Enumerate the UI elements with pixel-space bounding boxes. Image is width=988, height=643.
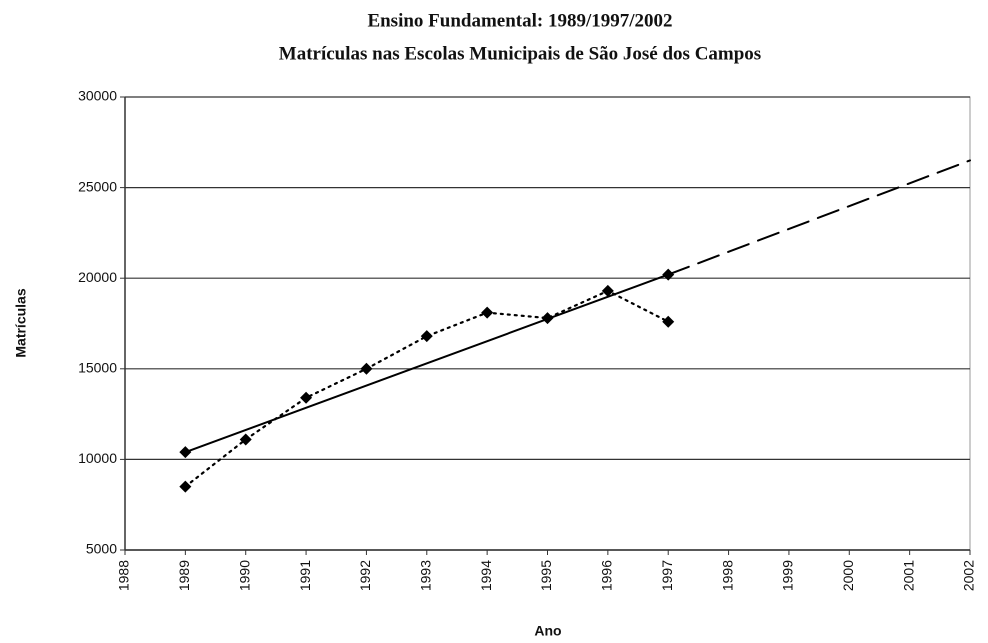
x-tick-label: 1989 [176, 560, 192, 591]
y-tick-label: 5000 [86, 541, 117, 557]
point-marker [300, 391, 313, 404]
point-marker [481, 306, 494, 319]
x-tick-label: 1988 [116, 560, 132, 591]
x-tick-label: 2001 [900, 560, 916, 591]
point-marker [360, 362, 373, 375]
y-axis-title: Matrículas [13, 288, 29, 357]
series-line [184, 273, 670, 454]
chart-title: Ensino Fundamental: 1989/1997/2002 [367, 10, 672, 31]
x-tick-label: 1990 [236, 560, 252, 591]
series-line [667, 159, 971, 276]
point-marker [601, 284, 614, 297]
x-tick-label: 1996 [599, 560, 615, 591]
y-tick-label: 10000 [78, 450, 117, 466]
series-line [184, 289, 670, 488]
x-tick-label: 1999 [780, 560, 796, 591]
x-tick-label: 2000 [840, 560, 856, 591]
point-marker [179, 480, 192, 493]
y-tick-label: 25000 [78, 178, 117, 194]
x-tick-label: 1998 [719, 560, 735, 591]
x-axis-title: Ano [534, 623, 561, 639]
y-tick-label: 30000 [78, 88, 117, 104]
y-tick-label: 15000 [78, 360, 117, 376]
chart-subtitle: Matrículas nas Escolas Municipais de São… [279, 43, 761, 64]
point-marker [239, 433, 252, 446]
x-tick-label: 1997 [659, 560, 675, 591]
x-tick-label: 1991 [297, 560, 313, 591]
x-tick-label: 1994 [478, 560, 494, 591]
x-tick-label: 2002 [961, 560, 977, 591]
point-marker [420, 330, 433, 343]
x-tick-label: 1993 [417, 560, 433, 591]
x-tick-label: 1992 [357, 560, 373, 591]
y-tick-label: 20000 [78, 269, 117, 285]
point-marker [662, 315, 675, 328]
x-tick-label: 1995 [538, 560, 554, 591]
point-marker [179, 446, 192, 459]
